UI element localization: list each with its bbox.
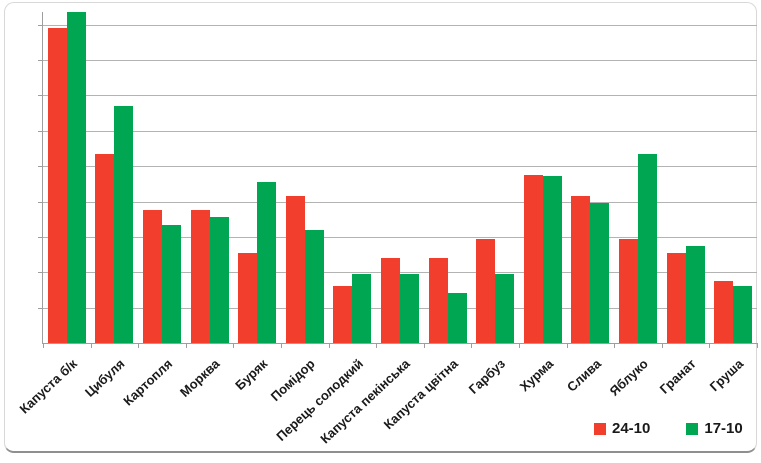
- bar-17-10: [114, 106, 134, 343]
- x-axis-label: Перець солодкий: [272, 356, 366, 444]
- bar-17-10: [495, 274, 515, 343]
- bar-17-10: [304, 229, 324, 343]
- x-axis-label: Гранат: [656, 356, 699, 397]
- gridline: [43, 236, 757, 238]
- x-axis-tick: [423, 343, 425, 348]
- y-axis-tick: [38, 236, 43, 238]
- x-axis-tick: [566, 343, 568, 348]
- legend-swatch-green: [686, 422, 699, 435]
- legend: 24-10 17-10: [594, 420, 743, 437]
- bar-17-10: [162, 224, 181, 343]
- y-axis-tick: [38, 166, 43, 168]
- bar-17-10: [352, 274, 372, 343]
- y-axis-tick: [38, 272, 43, 274]
- bar-24-10: [47, 28, 67, 343]
- bar-24-10: [476, 238, 496, 343]
- gridline: [43, 272, 757, 274]
- legend-label-24-10: 24-10: [612, 420, 651, 437]
- bar-17-10: [638, 153, 657, 343]
- x-axis-label: Цибуля: [82, 356, 128, 400]
- x-axis-label: Картопля: [120, 356, 176, 409]
- x-axis-label: Груша: [706, 356, 747, 395]
- bar-24-10: [523, 174, 543, 343]
- x-axis: [42, 343, 757, 344]
- x-axis-tick: [90, 343, 92, 348]
- bar-24-10: [333, 286, 353, 343]
- x-axis-tick: [519, 343, 520, 348]
- x-axis-label: Морква: [177, 356, 223, 400]
- gridline: [43, 24, 757, 26]
- y-axis-tick: [38, 130, 43, 132]
- gridline: [43, 60, 757, 62]
- bar-24-10: [143, 210, 162, 343]
- x-axis-tick: [185, 343, 187, 348]
- y-axis-tick: [38, 201, 43, 203]
- y-axis-tick: [38, 24, 43, 26]
- x-axis-label: Гарбуз: [466, 356, 509, 397]
- x-axis-tick: [281, 343, 282, 348]
- y-axis: [42, 12, 43, 343]
- legend-item-17-10: 17-10: [686, 420, 743, 437]
- x-axis-tick: [757, 343, 758, 348]
- x-axis-label: Слива: [563, 356, 604, 395]
- bar-17-10: [400, 274, 419, 343]
- bar-24-10: [666, 252, 686, 343]
- x-axis-tick: [376, 343, 378, 348]
- x-axis-tick: [43, 343, 44, 348]
- x-axis-tick: [138, 343, 140, 348]
- x-axis-tick: [471, 343, 473, 348]
- x-axis-tick: [661, 343, 663, 348]
- x-axis-label: Яблуко: [606, 356, 652, 399]
- x-axis-label: Капуста б/к: [16, 356, 81, 417]
- bar-17-10: [685, 245, 705, 343]
- bar-24-10: [428, 258, 448, 343]
- bar-17-10: [542, 176, 562, 343]
- x-axis-tick: [328, 343, 330, 348]
- bar-17-10: [66, 12, 86, 343]
- x-axis-tick: [614, 343, 616, 348]
- gridline: [43, 130, 757, 132]
- x-axis-label: Капуста пекінська: [317, 356, 414, 447]
- x-axis-label: Хурма: [516, 356, 557, 395]
- bar-17-10: [447, 293, 467, 343]
- bar-17-10: [590, 203, 610, 343]
- bar-24-10: [238, 252, 258, 343]
- gridline: [43, 95, 757, 97]
- bar-24-10: [190, 210, 210, 343]
- legend-item-24-10: 24-10: [594, 420, 650, 437]
- legend-label-17-10: 17-10: [704, 420, 743, 437]
- bar-24-10: [285, 196, 305, 343]
- bar-24-10: [571, 196, 591, 343]
- gridline: [43, 166, 757, 168]
- bar-17-10: [733, 286, 753, 343]
- x-axis-tick: [709, 343, 711, 348]
- legend-swatch-red: [594, 422, 606, 435]
- bar-24-10: [95, 153, 115, 343]
- bar-24-10: [714, 281, 734, 343]
- bar-17-10: [257, 182, 277, 343]
- y-axis-tick: [38, 60, 43, 62]
- y-axis-tick: [38, 95, 43, 97]
- y-axis-tick: [38, 307, 43, 309]
- bar-24-10: [619, 238, 638, 343]
- bar-17-10: [209, 217, 229, 343]
- x-axis-tick: [233, 343, 235, 348]
- gridline: [43, 201, 757, 203]
- bar-24-10: [381, 258, 400, 343]
- x-axis-label: Буряк: [232, 356, 271, 393]
